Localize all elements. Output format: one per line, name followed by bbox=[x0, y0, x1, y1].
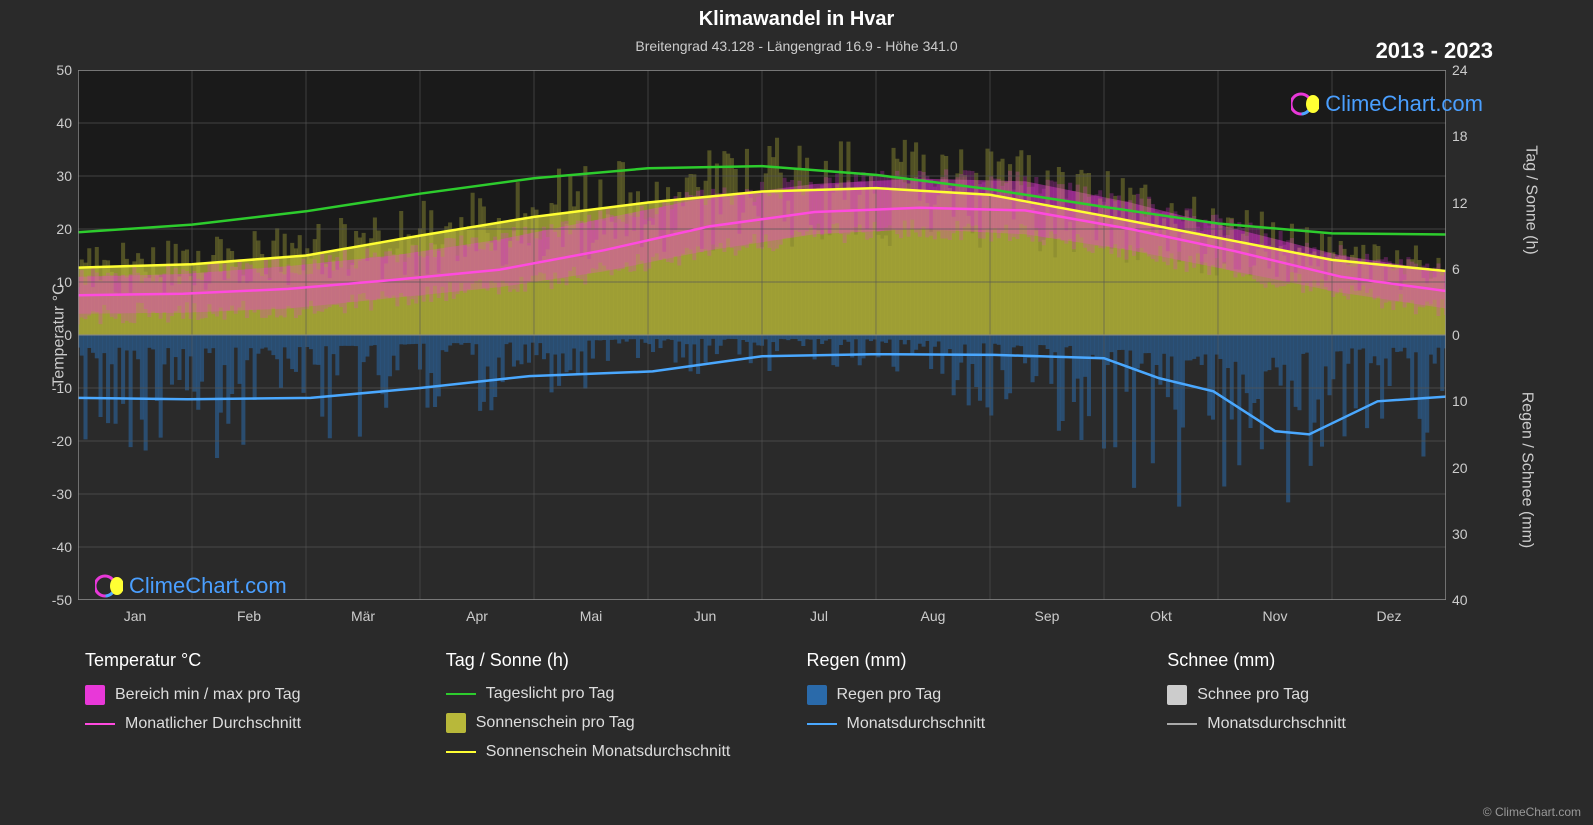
legend-temp-range: Bereich min / max pro Tag bbox=[85, 685, 426, 705]
y-axis-right-bot-label: Regen / Schnee (mm) bbox=[1518, 392, 1536, 549]
line-icon bbox=[85, 723, 115, 726]
logo-icon bbox=[95, 572, 123, 600]
ytick-left: 0 bbox=[64, 327, 72, 343]
ytick-right-top: 6 bbox=[1452, 261, 1460, 277]
legend-daylight: Tageslicht pro Tag bbox=[446, 685, 787, 703]
chart-subtitle: Breitengrad 43.128 - Längengrad 16.9 - H… bbox=[635, 38, 957, 54]
legend-sunshine: Sonnenschein pro Tag bbox=[446, 713, 787, 733]
swatch-icon bbox=[446, 713, 466, 733]
chart-title: Klimawandel in Hvar bbox=[699, 8, 895, 31]
month-tick: Okt bbox=[1150, 608, 1172, 624]
month-tick: Mär bbox=[351, 608, 375, 624]
legend-rain-avg: Monatsdurchschnitt bbox=[807, 715, 1148, 733]
ytick-right-top: 24 bbox=[1452, 62, 1468, 78]
chart-svg bbox=[78, 70, 1446, 600]
month-tick: Jul bbox=[810, 608, 828, 624]
year-range: 2013 - 2023 bbox=[1376, 38, 1493, 64]
ytick-right-bot: 30 bbox=[1452, 526, 1468, 542]
month-tick: Mai bbox=[580, 608, 603, 624]
month-tick: Jun bbox=[694, 608, 717, 624]
swatch-icon bbox=[807, 685, 827, 705]
logo-icon bbox=[1291, 90, 1319, 118]
legend-rain: Regen (mm) Regen pro Tag Monatsdurchschn… bbox=[807, 650, 1148, 771]
legend-temperature: Temperatur °C Bereich min / max pro Tag … bbox=[85, 650, 426, 771]
month-tick: Apr bbox=[466, 608, 488, 624]
legend-snow-daily: Schnee pro Tag bbox=[1167, 685, 1508, 705]
legend: Temperatur °C Bereich min / max pro Tag … bbox=[85, 650, 1508, 771]
ytick-right-top: 18 bbox=[1452, 128, 1468, 144]
legend-header-sun: Tag / Sonne (h) bbox=[446, 650, 787, 671]
ytick-left: 50 bbox=[56, 62, 72, 78]
ytick-left: -40 bbox=[52, 539, 72, 555]
watermark-bottom: ClimeChart.com bbox=[95, 572, 287, 600]
legend-rain-daily: Regen pro Tag bbox=[807, 685, 1148, 705]
watermark-top: ClimeChart.com bbox=[1291, 90, 1483, 118]
legend-header-temp: Temperatur °C bbox=[85, 650, 426, 671]
ytick-left: -20 bbox=[52, 433, 72, 449]
month-tick: Dez bbox=[1377, 608, 1402, 624]
legend-header-rain: Regen (mm) bbox=[807, 650, 1148, 671]
ytick-left: 20 bbox=[56, 221, 72, 237]
watermark-text: ClimeChart.com bbox=[129, 573, 287, 599]
watermark-text: ClimeChart.com bbox=[1325, 91, 1483, 117]
ytick-left: -30 bbox=[52, 486, 72, 502]
month-tick: Aug bbox=[921, 608, 946, 624]
line-icon bbox=[446, 693, 476, 696]
legend-sunshine-avg: Sonnenschein Monatsdurchschnitt bbox=[446, 743, 787, 761]
month-tick: Jan bbox=[124, 608, 147, 624]
ytick-right-bot: 10 bbox=[1452, 393, 1468, 409]
line-icon bbox=[446, 751, 476, 754]
ytick-right-top: 0 bbox=[1452, 327, 1460, 343]
line-icon bbox=[1167, 723, 1197, 726]
month-tick: Nov bbox=[1263, 608, 1288, 624]
plot-area bbox=[78, 70, 1446, 600]
ytick-left: 40 bbox=[56, 115, 72, 131]
ytick-right-bot: 20 bbox=[1452, 460, 1468, 476]
legend-sun: Tag / Sonne (h) Tageslicht pro Tag Sonne… bbox=[446, 650, 787, 771]
swatch-icon bbox=[1167, 685, 1187, 705]
y-axis-right-top-label: Tag / Sonne (h) bbox=[1521, 145, 1539, 254]
legend-header-snow: Schnee (mm) bbox=[1167, 650, 1508, 671]
ytick-left: 30 bbox=[56, 168, 72, 184]
month-tick: Sep bbox=[1035, 608, 1060, 624]
ytick-right-bot: 40 bbox=[1452, 592, 1468, 608]
legend-snow-avg: Monatsdurchschnitt bbox=[1167, 715, 1508, 733]
line-icon bbox=[807, 723, 837, 726]
ytick-right-top: 12 bbox=[1452, 195, 1468, 211]
ytick-left: -50 bbox=[52, 592, 72, 608]
legend-snow: Schnee (mm) Schnee pro Tag Monatsdurchsc… bbox=[1167, 650, 1508, 771]
ytick-left: 10 bbox=[56, 274, 72, 290]
copyright-text: © ClimeChart.com bbox=[1483, 805, 1581, 819]
month-tick: Feb bbox=[237, 608, 261, 624]
ytick-left: -10 bbox=[52, 380, 72, 396]
legend-temp-avg: Monatlicher Durchschnitt bbox=[85, 715, 426, 733]
swatch-icon bbox=[85, 685, 105, 705]
